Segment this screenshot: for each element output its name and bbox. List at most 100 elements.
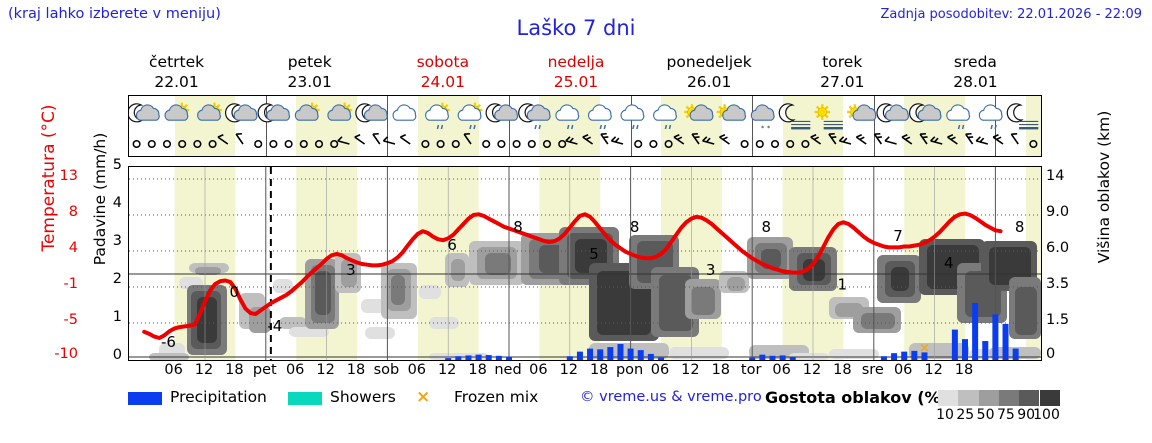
cloud-density-stop-50: 50 bbox=[976, 407, 995, 423]
precipitation-bar bbox=[789, 356, 796, 360]
day-name: četrtek bbox=[149, 53, 205, 71]
precip-tick-2: 3 bbox=[112, 233, 122, 249]
cloud-blob bbox=[195, 267, 221, 275]
cloud-blob bbox=[995, 253, 1025, 281]
cloud-blob bbox=[273, 279, 293, 293]
precipitation-bar bbox=[891, 353, 898, 360]
cloud-blob bbox=[485, 253, 511, 275]
day-separator bbox=[752, 96, 754, 156]
day-header-27-01: torek 27.01 bbox=[776, 52, 909, 92]
precipitation-bar bbox=[627, 348, 634, 360]
x-tick-18-26: 18 bbox=[954, 362, 974, 378]
x-tick-pon-15: pon bbox=[615, 362, 644, 378]
temperature-line bbox=[142, 211, 1003, 340]
icon-and-wind-layer: * * bbox=[129, 96, 1041, 156]
x-tick-sob-7: sob bbox=[373, 362, 400, 378]
x-tick-06-20: 06 bbox=[772, 362, 791, 378]
last-update-text: Zadnja posodobitev: 22.01.2026 - 22:09 bbox=[880, 7, 1142, 22]
plot-svg: × -6 0 -4 3 6 8 5 8 3 8 1 7 4 8 bbox=[129, 167, 1041, 360]
precipitation-bar bbox=[759, 354, 766, 360]
x-tick-12-21: 12 bbox=[802, 362, 822, 378]
copyright-text[interactable]: © vreme.us & vreme.pro bbox=[580, 389, 762, 405]
cloud-blob bbox=[691, 287, 715, 315]
temperature-point-label: -6 bbox=[161, 333, 176, 351]
temp-tick-1: 8 bbox=[68, 204, 78, 220]
x-tick-18-18: 18 bbox=[711, 362, 731, 378]
cloud-blob bbox=[361, 299, 387, 313]
x-tick-06-12: 06 bbox=[529, 362, 548, 378]
temperature-point-label: 4 bbox=[944, 254, 954, 272]
height-tick-4: 1.5 bbox=[1046, 312, 1070, 328]
day-separator bbox=[509, 96, 510, 156]
cloud-blob bbox=[429, 317, 459, 329]
precip-tick-4: 1 bbox=[112, 309, 122, 325]
frozen-mix-icon: × bbox=[416, 387, 431, 407]
precipitation-bar bbox=[445, 358, 452, 360]
page-title: Laško 7 dni bbox=[516, 16, 636, 40]
precipitation-bar bbox=[576, 351, 583, 360]
cloud-blob bbox=[1015, 287, 1037, 335]
cloud-density-stop-75: 75 bbox=[996, 407, 1015, 423]
day-separator bbox=[630, 96, 632, 156]
cloud-density-box-50 bbox=[978, 390, 999, 406]
precip-tick-3: 2 bbox=[112, 271, 122, 287]
x-tick-06-0: 06 bbox=[164, 362, 183, 378]
day-name: sreda bbox=[953, 53, 997, 71]
precipitation-bar bbox=[566, 356, 573, 360]
day-header-25-01: nedelja 25.01 bbox=[509, 52, 642, 92]
precip-tick-5: 0 bbox=[112, 347, 122, 363]
cloud-density-box-100 bbox=[1039, 390, 1060, 406]
x-tick-18-10: 18 bbox=[468, 362, 487, 378]
temperature-point-label: 8 bbox=[1015, 218, 1025, 236]
precipitation-bar bbox=[779, 355, 786, 360]
x-tick-06-16: 06 bbox=[650, 362, 670, 378]
height-tick-3: 3.5 bbox=[1046, 276, 1070, 292]
precipitation-bar bbox=[455, 356, 462, 360]
cloud-density-box-75 bbox=[998, 390, 1020, 406]
precipitation-bar bbox=[637, 350, 644, 360]
day-date: 22.01 bbox=[154, 73, 199, 91]
precipitation-bar bbox=[749, 357, 756, 360]
x-tick-tor-19: tor bbox=[740, 362, 762, 378]
day-date: 27.01 bbox=[820, 73, 865, 91]
day-date: 26.01 bbox=[686, 73, 732, 91]
height-tick-2: 6.0 bbox=[1046, 240, 1070, 256]
cloud-height-axis-title: Višina oblakov (km) bbox=[1095, 110, 1113, 264]
precipitation-bar bbox=[475, 354, 482, 360]
temperature-point-label: 5 bbox=[589, 245, 599, 263]
temperature-point-label: 0 bbox=[230, 283, 240, 301]
x-tick-12-5: 12 bbox=[316, 362, 335, 378]
height-tick-5: 0 bbox=[1046, 346, 1056, 362]
precipitation-bar bbox=[465, 355, 472, 360]
temperature-point-label: 8 bbox=[513, 218, 523, 236]
temperature-point-label: 8 bbox=[630, 218, 640, 236]
cloud-blob bbox=[861, 313, 895, 329]
precipitation-swatch bbox=[128, 392, 162, 405]
cloud-blob bbox=[341, 259, 357, 287]
precipitation-bar bbox=[972, 303, 979, 360]
x-axis-tick-labels: 06 12 18 pet 06 12 18 sob 06 12 18 ned 06 12 18 pon 06 12… bbox=[128, 362, 1042, 382]
forecast-plot-area: × -6 0 -4 3 6 8 5 8 3 8 1 7 4 8 bbox=[128, 166, 1042, 361]
precipitation-bar bbox=[992, 314, 999, 360]
day-date: 23.01 bbox=[287, 73, 332, 91]
svg-text:*: * bbox=[761, 125, 764, 132]
x-tick-12-25: 12 bbox=[924, 362, 943, 378]
menu-hint-text: (kraj lahko izberete v meniju) bbox=[8, 6, 221, 22]
cloud-density-stop-25: 25 bbox=[956, 407, 975, 423]
height-tick-0: 14 bbox=[1046, 168, 1065, 184]
precipitation-bar bbox=[658, 357, 664, 360]
cloud-blob bbox=[197, 297, 217, 343]
cloud-blob bbox=[659, 275, 693, 331]
x-tick-18-14: 18 bbox=[589, 362, 609, 378]
precipitation-bar bbox=[647, 353, 654, 360]
cloud-density-colorbar bbox=[938, 390, 1060, 406]
legend-frozen-mix-label: Frozen mix bbox=[454, 388, 539, 406]
temp-tick-3: -1 bbox=[63, 276, 78, 292]
temp-tick-2: 4 bbox=[68, 240, 78, 256]
cloud-density-box-25 bbox=[958, 390, 979, 406]
x-tick-18-2: 18 bbox=[225, 362, 244, 378]
precipitation-bar bbox=[769, 355, 776, 360]
x-tick-12-1: 12 bbox=[194, 362, 214, 378]
precipitation-bar bbox=[587, 348, 594, 360]
temperature-point-label: 3 bbox=[346, 261, 356, 279]
